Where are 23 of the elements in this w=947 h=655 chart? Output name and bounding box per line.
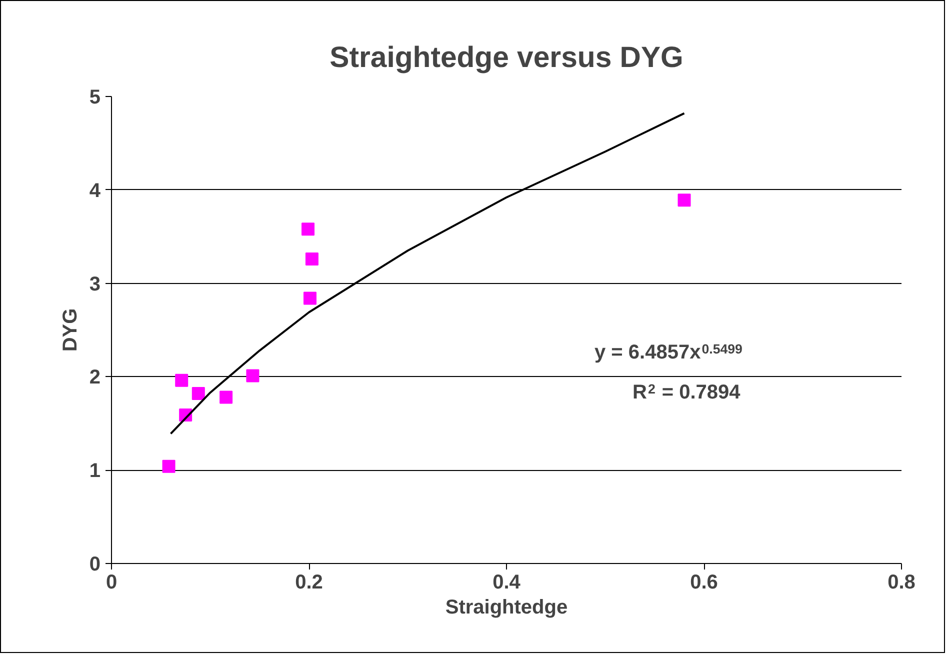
- point: [220, 390, 233, 404]
- y-tick-label: 0: [89, 554, 100, 576]
- point: [303, 292, 316, 305]
- y-tick-label: 3: [89, 273, 100, 296]
- chart-title: Straightedge versus DYG: [330, 41, 684, 74]
- point: [305, 252, 318, 266]
- point: [162, 460, 176, 473]
- point: [678, 194, 691, 207]
- point: [246, 369, 260, 382]
- point: [175, 374, 188, 387]
- point: [192, 387, 205, 400]
- y-axis-title: DYG: [59, 308, 82, 352]
- x-axis-title: Straightedge: [445, 596, 568, 618]
- x-tick-label: 0.4: [492, 572, 522, 594]
- y-tick-label: 4: [89, 180, 102, 202]
- x-tick-label: 0.2: [295, 572, 323, 594]
- point: [302, 222, 315, 236]
- x-tick-label: 0.6: [690, 572, 718, 594]
- y-tick-label: 1: [89, 460, 100, 482]
- x-tick-label: 0: [106, 572, 118, 594]
- y-tick-label: 5: [89, 86, 100, 108]
- x-tick-label: 0.8: [888, 572, 916, 594]
- y-tick-label: 2: [89, 366, 100, 389]
